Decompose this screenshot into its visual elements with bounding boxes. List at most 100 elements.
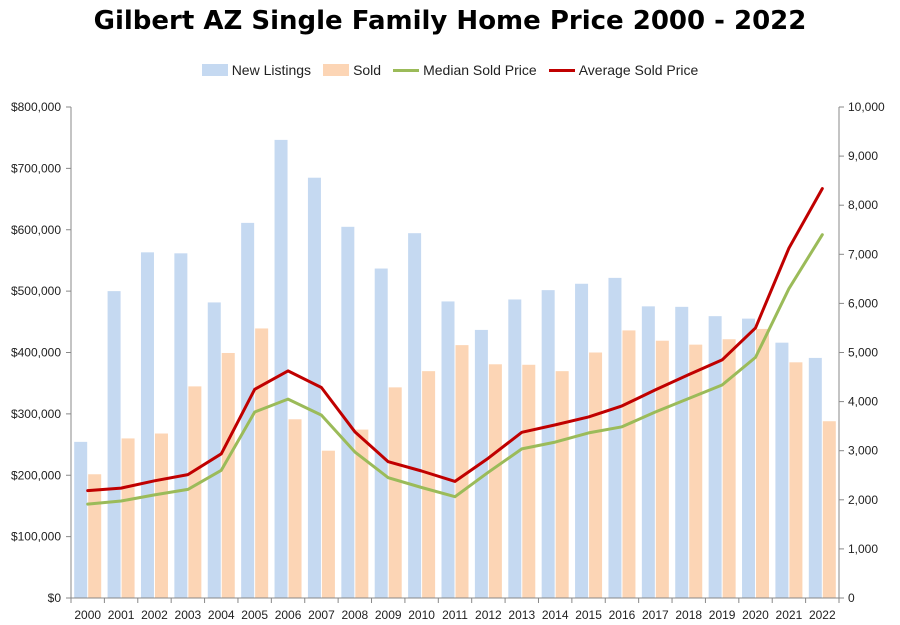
legend-swatch-sold [323,64,350,76]
x-tick-label: 2012 [475,608,502,622]
x-tick-label: 2008 [341,608,368,622]
bar-new-listings-2020 [742,318,756,598]
y-left-tick-label: $100,000 [11,530,61,544]
x-tick-label: 2013 [508,608,535,622]
bar-sold-2009 [388,387,402,598]
x-tick-label: 2015 [575,608,602,622]
bar-new-listings-2007 [307,177,321,599]
bar-sold-2016 [622,330,636,598]
y-left-tick-label: $500,000 [11,284,61,298]
bar-sold-2011 [455,345,469,598]
chart-title: Gilbert AZ Single Family Home Price 2000… [93,6,807,36]
bar-sold-2018 [689,344,703,598]
y-left-tick-label: $600,000 [11,223,61,237]
bar-new-listings-2010 [408,233,422,598]
bar-new-listings-2019 [708,316,722,598]
bar-sold-2012 [488,364,502,598]
y-right-tick-label: 7,000 [848,247,878,261]
legend-swatch-median-sold-price [393,68,420,72]
legend-item-new-listings: New Listings [201,62,312,78]
bar-sold-2004 [221,352,235,598]
x-tick-label: 2009 [375,608,402,622]
legend-item-median-sold-price: Median Sold Price [393,62,537,78]
bar-sold-2008 [355,429,369,598]
bar-new-listings-2001 [107,291,121,598]
bar-new-listings-2008 [341,226,355,598]
bar-sold-2005 [255,328,269,598]
legend-swatch-average-sold-price [548,68,575,72]
x-tick-label: 2000 [74,608,101,622]
bar-sold-2020 [756,328,770,598]
y-left-tick-label: $400,000 [11,346,61,360]
x-tick-label: 2007 [308,608,335,622]
y-right-tick-label: 2,000 [848,493,878,507]
y-left-tick-label: $800,000 [11,100,61,114]
bar-new-listings-2004 [207,302,221,598]
legend-label-average-sold-price: Average Sold Price [578,62,699,78]
bar-new-listings-2006 [274,139,288,598]
bar-sold-2002 [154,433,168,598]
bar-sold-2014 [555,371,569,598]
y-left-tick-label: $300,000 [11,407,61,421]
bar-sold-2022 [822,421,836,598]
y-right-tick-label: 8,000 [848,198,878,212]
bar-new-listings-2017 [641,306,655,598]
legend-label-new-listings: New Listings [231,62,312,78]
line-average-sold-price [86,187,824,493]
y-right-tick-label: 4,000 [848,395,878,409]
bar-sold-2021 [789,362,803,598]
bar-new-listings-2003 [174,253,188,598]
x-tick-label: 2002 [141,608,168,622]
bar-sold-2017 [655,340,669,598]
bar-new-listings-2011 [441,301,455,598]
bar-sold-2006 [288,419,302,598]
x-tick-label: 2005 [241,608,268,622]
bar-sold-2015 [589,352,603,598]
bar-new-listings-2002 [140,252,154,598]
bar-sold-2000 [88,474,102,598]
bar-sold-2007 [321,450,335,598]
bar-sold-2013 [522,364,536,598]
y-right-tick-label: 1,000 [848,542,878,556]
x-tick-label: 2011 [442,608,468,622]
x-tick-label: 2022 [809,608,836,622]
x-tick-label: 2021 [776,608,803,622]
bar-new-listings-2000 [74,441,88,598]
bar-new-listings-2021 [775,342,789,598]
x-tick-label: 2010 [408,608,435,622]
y-left-tick-label: $200,000 [11,468,61,482]
x-tick-label: 2016 [609,608,636,622]
x-tick-label: 2014 [542,608,569,622]
bar-new-listings-2018 [675,306,689,598]
bar-new-listings-2016 [608,277,622,598]
y-left-tick-label: $0 [48,591,62,605]
bar-new-listings-2013 [508,299,522,598]
x-tick-label: 2001 [108,608,135,622]
legend-swatch-new-listings [201,64,228,76]
x-tick-label: 2003 [175,608,202,622]
bar-new-listings-2015 [575,283,589,598]
bar-sold-2003 [188,386,202,598]
bar-sold-2019 [722,339,736,598]
y-left-tick-label: $700,000 [11,161,61,175]
x-tick-label: 2020 [742,608,769,622]
bar-new-listings-2009 [374,268,388,598]
legend-item-sold: Sold [323,62,381,78]
x-tick-label: 2004 [208,608,235,622]
bar-new-listings-2005 [241,222,255,598]
y-right-tick-label: 6,000 [848,296,878,310]
y-right-tick-label: 0 [848,591,855,605]
y-right-tick-label: 10,000 [848,100,885,114]
y-right-tick-label: 3,000 [848,444,878,458]
y-right-tick-label: 9,000 [848,149,878,163]
x-tick-label: 2006 [275,608,302,622]
x-tick-label: 2018 [675,608,702,622]
legend-item-average-sold-price: Average Sold Price [548,62,699,78]
bar-new-listings-2022 [808,357,822,598]
legend: New Listings Sold Median Sold Price Aver… [0,62,900,78]
x-tick-label: 2019 [709,608,736,622]
legend-label-median-sold-price: Median Sold Price [423,62,537,78]
bar-sold-2001 [121,438,135,598]
